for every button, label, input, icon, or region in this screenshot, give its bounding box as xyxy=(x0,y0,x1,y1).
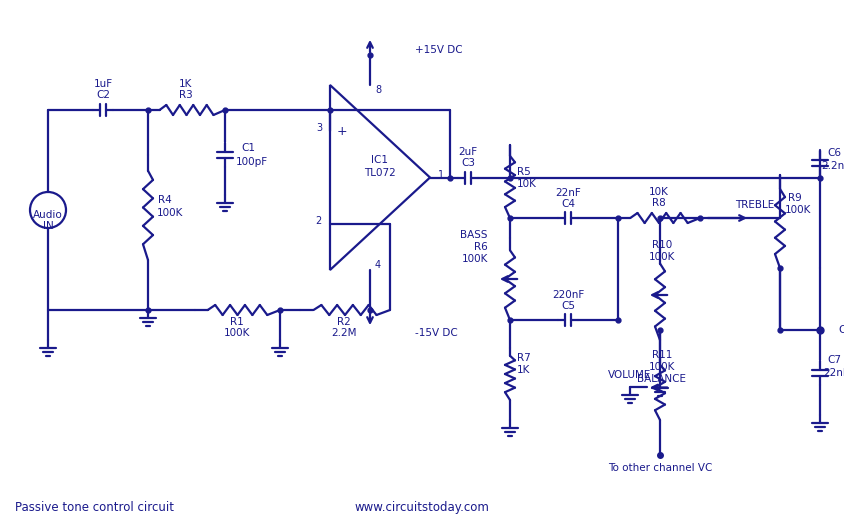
Text: 3: 3 xyxy=(316,123,322,133)
Text: -: - xyxy=(339,217,344,230)
Text: 1uF: 1uF xyxy=(94,79,112,89)
Text: 10K: 10K xyxy=(648,187,668,197)
Text: R3: R3 xyxy=(179,90,192,100)
Text: Passive tone control circuit: Passive tone control circuit xyxy=(15,501,174,514)
Text: 2uF: 2uF xyxy=(458,147,477,157)
Text: R1: R1 xyxy=(230,317,244,327)
Text: 100K: 100K xyxy=(461,254,488,264)
Text: C3: C3 xyxy=(461,157,474,167)
Text: C4: C4 xyxy=(560,199,574,209)
Text: 220nF: 220nF xyxy=(551,290,583,300)
Text: 1: 1 xyxy=(437,169,444,179)
Text: 100K: 100K xyxy=(648,362,674,372)
Text: OUT: OUT xyxy=(837,325,844,335)
Text: 22nF: 22nF xyxy=(822,368,844,378)
Text: C5: C5 xyxy=(560,301,574,311)
Text: C1: C1 xyxy=(241,143,255,153)
Text: C2: C2 xyxy=(96,90,110,100)
Text: TREBLE: TREBLE xyxy=(734,200,773,210)
Text: 2.2nF: 2.2nF xyxy=(820,161,844,171)
Text: 2.2M: 2.2M xyxy=(331,328,356,338)
Text: 8: 8 xyxy=(375,85,381,95)
Text: www.circuitstoday.com: www.circuitstoday.com xyxy=(354,501,490,514)
Text: 10K: 10K xyxy=(517,179,536,189)
Text: R6: R6 xyxy=(473,242,488,252)
Text: -15V DC: -15V DC xyxy=(414,328,457,338)
Text: 1K: 1K xyxy=(179,79,192,89)
Text: R7: R7 xyxy=(517,353,530,363)
Text: 100pF: 100pF xyxy=(235,157,268,167)
Text: 100K: 100K xyxy=(784,205,810,215)
Text: BALANCE: BALANCE xyxy=(636,374,685,384)
Text: 100K: 100K xyxy=(648,252,674,262)
Text: +15V DC: +15V DC xyxy=(414,45,462,55)
Text: 1K: 1K xyxy=(517,365,530,375)
Text: R8: R8 xyxy=(652,198,665,208)
Text: Audio: Audio xyxy=(33,210,62,220)
Text: C6: C6 xyxy=(826,148,840,158)
Text: 100K: 100K xyxy=(224,328,250,338)
Text: To other channel VC: To other channel VC xyxy=(607,463,711,473)
Text: 100K: 100K xyxy=(157,208,183,218)
Text: R5: R5 xyxy=(517,167,530,177)
Text: R11: R11 xyxy=(651,350,671,360)
Text: IC1: IC1 xyxy=(371,155,388,165)
Text: 4: 4 xyxy=(375,260,381,270)
Text: R4: R4 xyxy=(158,195,171,205)
Text: +: + xyxy=(336,125,347,138)
Text: R9: R9 xyxy=(787,193,801,203)
Text: C7: C7 xyxy=(826,355,840,365)
Text: R10: R10 xyxy=(651,240,671,250)
Text: IN: IN xyxy=(42,221,53,231)
Text: BASS: BASS xyxy=(460,230,488,240)
Text: R2: R2 xyxy=(337,317,350,327)
Text: VOLUME: VOLUME xyxy=(608,370,651,380)
Text: TL072: TL072 xyxy=(364,167,395,177)
Text: 22nF: 22nF xyxy=(555,188,580,198)
Text: 2: 2 xyxy=(316,216,322,226)
